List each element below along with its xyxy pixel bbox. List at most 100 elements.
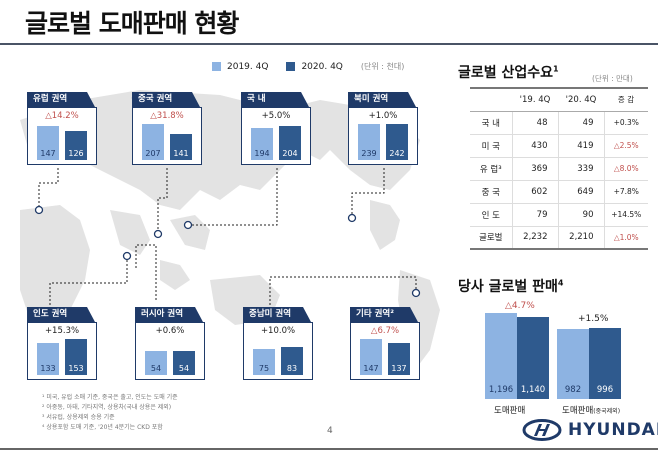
demand-table: '19. 4Q '20. 4Q 증 감 국 내 48 49 +0.3% 미 국 … <box>470 87 648 250</box>
logo-wordmark: HYUNDAI <box>568 420 658 440</box>
region-card-china: 중국 권역 △31.8% 207 141 <box>132 92 202 165</box>
legend-item-2020: 2020. 4Q <box>286 61 343 72</box>
header-2020: '20. 4Q <box>558 87 604 112</box>
footnotes: ¹ 미국, 유럽 소매 기준, 중국은 출고, 인도는 도매 기준 ² 아중동,… <box>42 393 178 433</box>
legend-label-2019: 2019. 4Q <box>227 61 269 72</box>
header-change: 증 감 <box>604 87 648 112</box>
table-row: 국 내 48 49 +0.3% <box>470 111 648 135</box>
demand-title: 글로벌 산업수요1 <box>458 62 559 82</box>
unit-label: (단위 : 천대) <box>360 62 405 71</box>
hyundai-logo: HYUNDAI <box>522 419 658 441</box>
region-change: +5.0% <box>261 111 291 121</box>
region-change: △31.8% <box>150 111 184 121</box>
bar-2020: 996 <box>589 328 621 399</box>
table-row: 유 럽³ 369 339 △8.0% <box>470 157 648 181</box>
cell-2019: 369 <box>511 157 558 181</box>
footer-divider <box>0 448 658 450</box>
footnote-3: ³ 서유럽, 상용제외 승용 기준 <box>42 414 115 421</box>
region-change: +1.0% <box>368 111 398 121</box>
footnote-4: ⁴ 상용포함 도매 기준, '20년 4분기는 CKD 포함 <box>42 424 163 431</box>
bar-2020: 204 <box>279 126 301 160</box>
cell-2020: 339 <box>557 157 604 181</box>
bar-2020: 83 <box>281 347 303 375</box>
bar-2019: 133 <box>37 343 59 375</box>
cell-2019: 2,232 <box>511 225 558 250</box>
header-blank <box>470 87 512 112</box>
header-2019: '19. 4Q <box>512 87 558 112</box>
cell-2019: 430 <box>511 134 558 158</box>
row-label: 미 국 <box>470 134 512 158</box>
bar-2019: 1,196 <box>485 313 517 399</box>
cell-2019: 602 <box>511 180 558 204</box>
region-title: 인도 권역 <box>27 307 95 322</box>
footnote-1: ¹ 미국, 유럽 소매 기준, 중국은 출고, 인도는 도매 기준 <box>42 394 178 401</box>
region-change: +10.0% <box>260 326 296 336</box>
footnote-marker: 1 <box>553 64 559 74</box>
demand-title-text: 글로벌 산업수요 <box>458 65 554 81</box>
chart-legend: 2019. 4Q 2020. 4Q (단위 : 천대) <box>212 61 404 72</box>
cell-change: +7.8% <box>603 180 648 204</box>
bar-2020: 1,140 <box>517 317 549 399</box>
cell-2020: 2,210 <box>557 225 604 250</box>
legend-label-2020: 2020. 4Q <box>301 61 343 72</box>
bar-2020: 126 <box>65 131 87 160</box>
legend-swatch-2019 <box>212 62 221 71</box>
region-title: 러시아 권역 <box>135 307 203 322</box>
bar-2020: 242 <box>386 124 408 160</box>
sales-bar-group-wholesale: 1,196 1,140 <box>485 0 549 399</box>
region-title: 유럽 권역 <box>27 92 95 107</box>
bar-2019: 147 <box>37 126 59 160</box>
region-card-india: 인도 권역 +15.3% 133 153 <box>27 307 97 380</box>
region-card-russia: 러시아 권역 +0.6% 54 54 <box>135 307 205 380</box>
region-change: △14.2% <box>45 111 79 121</box>
bar-2019: 54 <box>145 351 167 375</box>
sales-label-wholesale: 도매판매 <box>494 404 525 416</box>
legend-item-2019: 2019. 4Q <box>212 62 268 72</box>
footnote-marker: 4 <box>557 278 564 288</box>
bar-2019: 982 <box>557 329 589 399</box>
legend-swatch-2020 <box>286 62 296 71</box>
bar-2020: 141 <box>170 134 192 160</box>
region-change: +15.3% <box>44 326 80 336</box>
cell-change: △2.5% <box>603 134 648 158</box>
region-change: +0.6% <box>155 326 185 336</box>
table-row: 중 국 602 649 +7.8% <box>470 180 648 204</box>
sales-title-text: 당사 글로벌 판매 <box>458 279 558 295</box>
demand-unit: (단위 : 만대) <box>592 74 633 83</box>
cell-2020: 49 <box>557 111 604 135</box>
row-label: 유 럽³ <box>470 157 512 181</box>
cell-2019: 48 <box>511 111 558 135</box>
cell-change: △8.0% <box>603 157 648 181</box>
hyundai-emblem-icon <box>522 419 562 441</box>
region-title: 중남미 권역 <box>243 307 311 322</box>
table-header-row: '19. 4Q '20. 4Q 증 감 <box>470 87 648 112</box>
label-text: 도매판매 <box>562 406 594 416</box>
row-label: 국 내 <box>470 111 512 135</box>
bar-2019: 75 <box>253 349 275 375</box>
cell-2020: 419 <box>557 134 604 158</box>
region-title: 중국 권역 <box>132 92 200 107</box>
table-row: 미 국 430 419 △2.5% <box>470 134 648 158</box>
region-card-europe: 유럽 권역 △14.2% 147 126 <box>27 92 97 165</box>
region-change: △6.7% <box>370 326 400 336</box>
region-title: 기타 권역² <box>350 307 418 322</box>
page-title: 글로벌 도매판매 현황 <box>25 9 239 38</box>
region-card-domestic: 국 내 +5.0% 194 204 <box>241 92 311 165</box>
bar-2019: 239 <box>358 124 380 160</box>
cell-change: △1.0% <box>603 225 648 250</box>
cell-change: +0.3% <box>603 111 648 135</box>
region-card-latin-america: 중남미 권역 +10.0% 75 83 <box>243 307 313 380</box>
title-divider <box>0 43 658 45</box>
sales-change-wholesale: △4.7% <box>505 301 535 311</box>
row-label: 글로벌 <box>470 225 512 250</box>
sales-title: 당사 글로벌 판매4 <box>458 276 564 296</box>
region-card-others: 기타 권역² △6.7% 147 137 <box>350 307 420 380</box>
table-total-row: 글로벌 2,232 2,210 △1.0% <box>470 225 648 250</box>
region-title: 북미 권역 <box>348 92 416 107</box>
label-note: (중국제외) <box>593 408 621 415</box>
page-number: 4 <box>327 426 333 436</box>
cell-2020: 649 <box>557 180 604 204</box>
region-card-north-america: 북미 권역 +1.0% 239 242 <box>348 92 418 165</box>
sales-bar-group-ex-china: 982 996 <box>557 0 621 399</box>
region-title: 국 내 <box>241 92 309 107</box>
